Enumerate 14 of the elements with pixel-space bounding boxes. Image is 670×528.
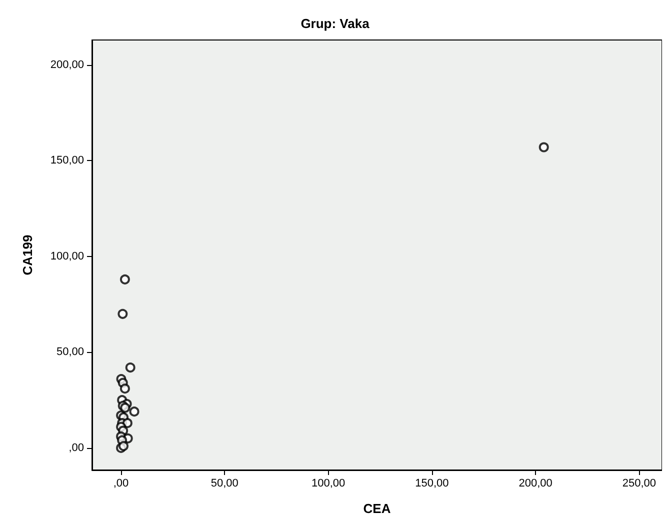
x-tick-label: 150,00 bbox=[415, 478, 449, 490]
y-tick-label: 100,00 bbox=[50, 250, 84, 262]
x-tick-label: 50,00 bbox=[210, 478, 238, 490]
x-tick-label: 200,00 bbox=[518, 478, 552, 490]
x-tick-label: ,00 bbox=[113, 478, 129, 490]
y-tick-label: 50,00 bbox=[56, 346, 84, 358]
y-tick-label: 150,00 bbox=[50, 154, 84, 167]
x-axis-title: CEA bbox=[363, 501, 392, 516]
x-tick-label: 250,00 bbox=[622, 478, 656, 490]
chart-title: Grup: Vaka bbox=[300, 16, 370, 31]
y-tick-label: ,00 bbox=[68, 442, 84, 454]
x-tick-label: 100,00 bbox=[311, 478, 346, 490]
y-axis-title: CA199 bbox=[20, 234, 35, 276]
y-tick-label: 200,00 bbox=[50, 58, 84, 71]
